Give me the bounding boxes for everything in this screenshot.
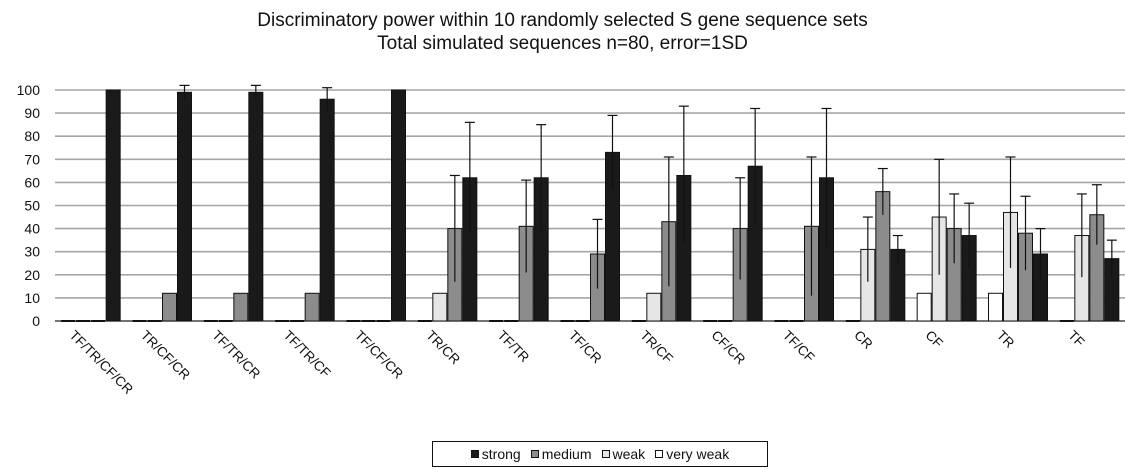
x-axis: TF/TR/CF/CR TR/CF/CR TF/TR/CR TF/TR/CF TF/CF… (67, 328, 1088, 398)
y-tick-label: 0 (32, 313, 40, 329)
bar-medium (233, 292, 249, 322)
y-tick-label: 60 (24, 174, 40, 190)
bar-weak (432, 292, 448, 322)
y-tick-label: 70 (24, 151, 40, 167)
bar-very-weak (916, 292, 932, 322)
x-tick-label: TR/CF/CR (138, 328, 193, 383)
bar-weak (646, 292, 662, 322)
y-tick-label: 50 (24, 198, 40, 214)
bar-medium (304, 292, 320, 322)
legend-item: weak (601, 446, 646, 462)
x-tick-label: TF/TR (495, 328, 533, 366)
x-tick-label: CF/CR (709, 328, 749, 368)
x-tick-label: TR/CR (423, 328, 463, 368)
bar-strong (105, 89, 121, 322)
chart-title: Discriminatory power within 10 randomly … (257, 10, 868, 31)
bar-strong (177, 91, 192, 322)
legend: strong medium weak very weak (432, 441, 768, 467)
legend-swatch (470, 450, 479, 458)
y-tick-label: 40 (24, 221, 40, 237)
x-tick-label: TF/TR/CR (209, 328, 263, 382)
legend-label: weak (612, 446, 646, 462)
x-tick-label: TF/TR/CF/CR (67, 328, 137, 398)
legend-label: medium (541, 446, 592, 462)
x-tick-label: TR (994, 328, 1018, 352)
x-tick-label: CR (851, 328, 876, 353)
x-tick-label: TF (1065, 328, 1087, 350)
legend-label: strong (481, 446, 521, 462)
x-tick-label: TF/TR/CF (281, 328, 334, 381)
y-tick-label: 80 (24, 128, 40, 144)
legend-item: strong (470, 446, 521, 462)
error-bars (179, 84, 1117, 296)
bar-strong (248, 91, 264, 322)
chart-subtitle: Total simulated sequences n=80, error=1S… (377, 33, 748, 54)
legend-swatch (655, 450, 664, 458)
x-tick-label: TF/CF/CR (352, 328, 406, 382)
y-tick-label: 30 (24, 244, 40, 260)
x-tick-label: CF (923, 328, 946, 351)
bar-very-weak (988, 292, 1003, 322)
bar-medium (162, 292, 177, 322)
x-tick-label: TF/CF (780, 328, 818, 366)
y-tick-label: 10 (24, 290, 40, 306)
bars (61, 89, 1120, 322)
legend-item: medium (530, 446, 592, 462)
y-tick-label: 100 (17, 82, 41, 98)
x-tick-label: TR/CF (637, 328, 676, 367)
legend-swatch (530, 450, 539, 458)
legend-item: very weak (655, 446, 729, 462)
y-tick-label: 20 (24, 267, 40, 283)
x-tick-label: TF/CR (566, 328, 605, 367)
y-axis: 0 10 20 30 40 50 60 70 80 90 100 (17, 82, 41, 329)
bar-strong (391, 89, 406, 322)
legend-label: very weak (666, 446, 730, 462)
legend-swatch (601, 450, 610, 458)
bar-strong (319, 98, 335, 322)
y-tick-label: 90 (24, 105, 40, 121)
